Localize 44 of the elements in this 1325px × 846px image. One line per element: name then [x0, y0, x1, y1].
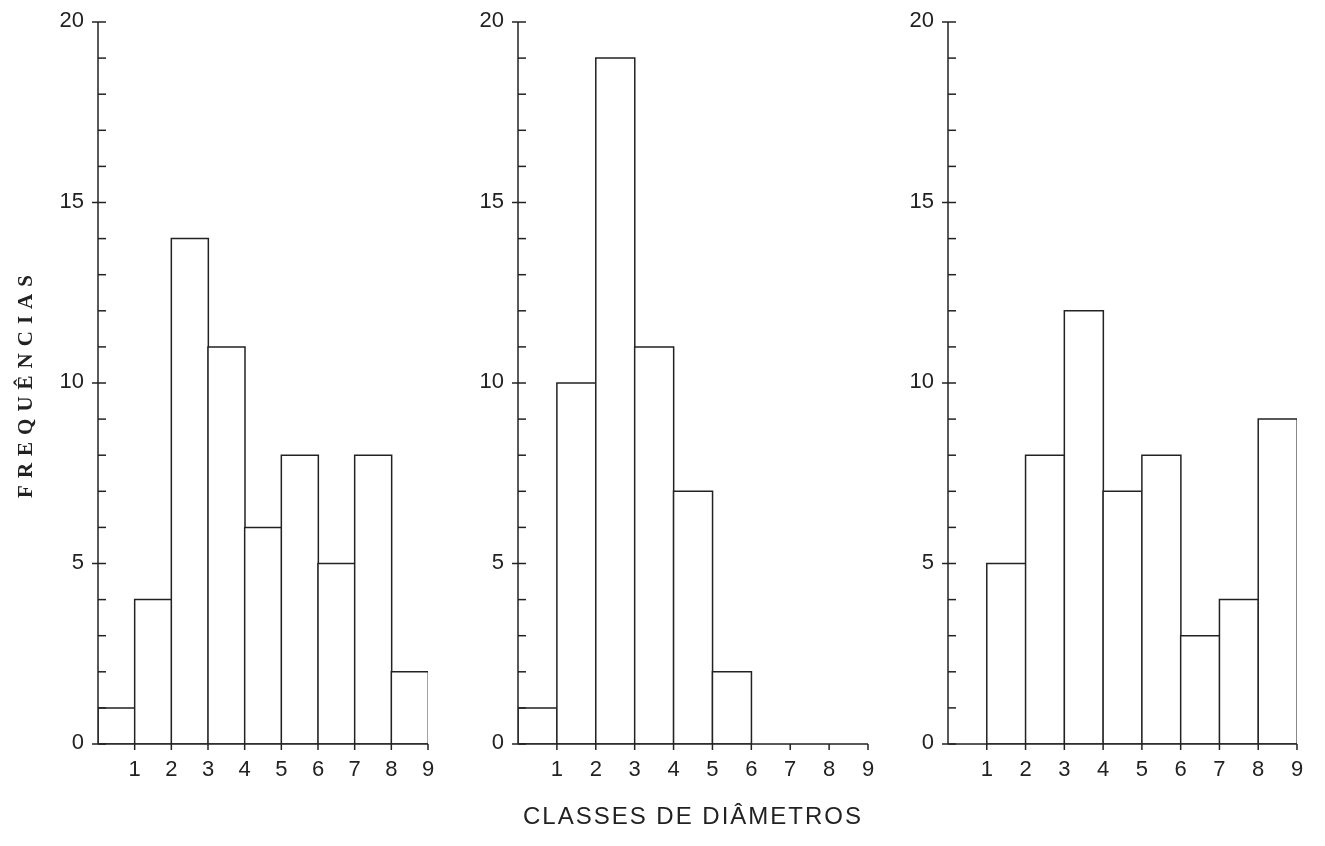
y-tick-label: 15: [909, 187, 934, 213]
x-tick-label: 3: [1058, 755, 1071, 781]
y-tick-label: 5: [921, 548, 934, 574]
x-tick-label: 5: [1135, 755, 1149, 781]
x-tick-label: 7: [348, 755, 361, 781]
x-tick-label: 2: [1019, 755, 1032, 781]
y-tick-label: 20: [909, 7, 934, 32]
y-tick-label: 5: [491, 548, 504, 574]
x-tick-label: 5: [706, 755, 719, 781]
x-tick-label: 8: [822, 755, 836, 781]
x-tick-label: 3: [628, 755, 641, 781]
y-axis-title: FREQUÊNCIAS: [13, 268, 37, 498]
y-tick-label: 10: [479, 368, 504, 393]
x-axis-title: CLASSES DE DIÂMETROS: [522, 802, 864, 829]
y-tick-label: 20: [59, 7, 84, 32]
y-tick-label: 20: [479, 7, 504, 32]
x-tick-label: 5: [275, 755, 288, 781]
y-tick-label: 10: [909, 368, 934, 393]
y-tick-label: 0: [491, 729, 504, 754]
x-tick-label: 1: [128, 755, 141, 781]
x-tick-label: 4: [1096, 755, 1110, 781]
x-tick-label: 3: [201, 755, 215, 781]
y-tick-label: 0: [71, 729, 84, 754]
x-tick-label: 6: [1174, 755, 1187, 781]
y-tick-label: 15: [479, 187, 504, 213]
x-tick-label: 1: [550, 755, 564, 781]
x-tick-label: 6: [311, 755, 325, 781]
x-tick-label: 9: [421, 755, 435, 781]
x-tick-label: 4: [667, 755, 680, 781]
x-tick-label: 4: [238, 755, 251, 781]
x-tick-label: 8: [385, 755, 398, 781]
x-tick-label: 6: [745, 755, 758, 781]
y-tick-label: 0: [921, 729, 934, 754]
x-tick-label: 7: [1213, 755, 1226, 781]
y-tick-label: 5: [71, 548, 84, 574]
x-tick-label: 7: [784, 755, 797, 781]
x-tick-label: 2: [165, 755, 178, 781]
x-tick-label: 9: [1290, 755, 1304, 781]
y-tick-label: 15: [59, 187, 84, 213]
x-tick-label: 9: [861, 755, 875, 781]
x-tick-label: 8: [1252, 755, 1265, 781]
y-tick-label: 10: [59, 368, 84, 393]
x-tick-label: 1: [980, 755, 993, 781]
x-tick-label: 2: [589, 755, 602, 781]
